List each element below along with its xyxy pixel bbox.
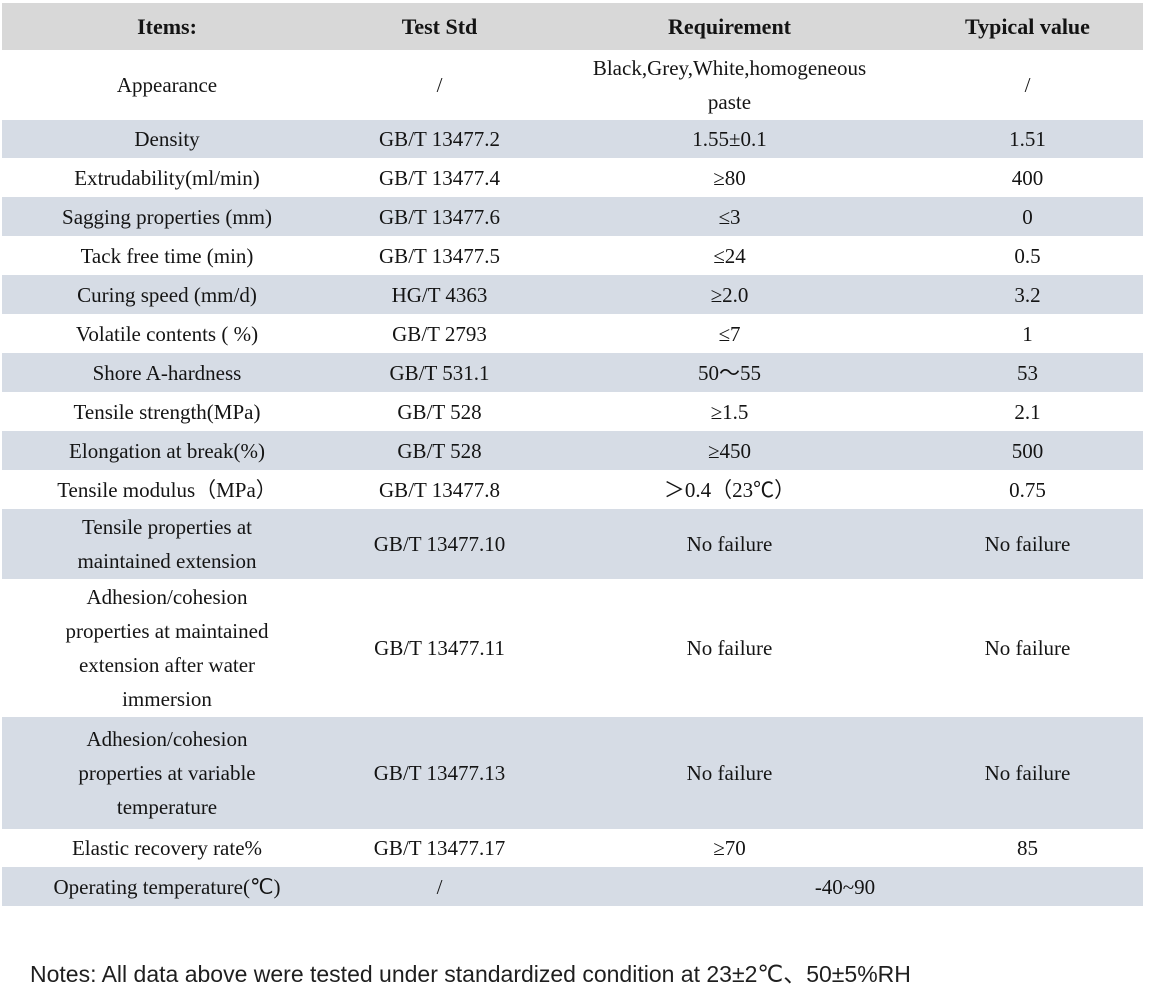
cell-typical-value: 1	[1022, 321, 1033, 346]
column-header-requirement: Requirement	[547, 3, 912, 50]
cell-typical-value: /	[1024, 73, 1031, 97]
cell-item: Elastic recovery rate%	[71, 836, 263, 860]
cell-test-std: GB/T 13477.6	[379, 204, 500, 229]
cell-item: Extrudability(ml/min)	[74, 165, 260, 190]
cell-typical-value: No failure	[984, 761, 1071, 785]
cell-item: Appearance	[116, 73, 218, 97]
cell-typical-value: No failure	[984, 532, 1071, 556]
notes-text: Notes: All data above were tested under …	[30, 961, 911, 987]
cell-test-std: GB/T 13477.4	[379, 165, 500, 190]
cell-item: Operating temperature(℃)	[53, 874, 281, 899]
cell-item: Tensile modulus（MPa）	[57, 477, 277, 502]
row-tensile-modulus: Tensile modulus（MPa） GB/T 13477.8 ＞0.4（2…	[2, 470, 1143, 509]
cell-test-std: GB/T 13477.8	[379, 477, 500, 502]
row-shore-a-hardness: Shore A-hardness GB/T 531.1 50～55 53	[2, 353, 1143, 392]
cell-item: Tensile properties at maintained extensi…	[77, 515, 257, 573]
cell-item: Sagging properties (mm)	[62, 204, 272, 229]
cell-typical-value: 53	[1017, 360, 1038, 385]
cell-item: Adhesion/cohesion properties at maintain…	[65, 585, 269, 711]
cell-requirement: 1.55±0.1	[692, 127, 767, 151]
column-header-typical-value: Typical value	[912, 3, 1143, 50]
cell-typical-value: 0	[1022, 204, 1033, 229]
cell-test-std: GB/T 13477.17	[373, 836, 506, 860]
cell-requirement: ≥80	[713, 165, 746, 190]
cell-typical-value: 400	[1011, 165, 1044, 190]
cell-typical-value: 85	[1017, 836, 1038, 860]
row-curing-speed: Curing speed (mm/d) HG/T 4363 ≥2.0 3.2	[2, 275, 1143, 314]
cell-typical-value: 3.2	[1014, 282, 1041, 307]
cell-test-std: GB/T 528	[397, 438, 482, 463]
row-operating-temperature: Operating temperature(℃) / -40~90	[2, 867, 1143, 906]
cell-test-std: GB/T 2793	[392, 321, 487, 346]
column-header-items: Items:	[2, 3, 332, 50]
cell-test-std: GB/T 13477.11	[374, 636, 505, 660]
row-density: Density GB/T 13477.2 1.55±0.1 1.51	[2, 120, 1143, 158]
row-tensile-properties-maintained-extension: Tensile properties at maintained extensi…	[2, 509, 1143, 579]
cell-test-std: /	[436, 874, 443, 899]
cell-requirement: ≤7	[718, 321, 741, 346]
cell-requirement: ≥1.5	[710, 399, 749, 424]
cell-test-std: GB/T 528	[397, 399, 482, 424]
cell-requirement-merged: -40~90	[814, 874, 876, 899]
cell-item: Tack free time (min)	[80, 243, 254, 268]
cell-test-std: GB/T 13477.10	[373, 532, 506, 556]
row-elastic-recovery-rate: Elastic recovery rate% GB/T 13477.17 ≥70…	[2, 829, 1143, 867]
cell-test-std: /	[436, 73, 443, 97]
cell-requirement: ≥70	[713, 836, 746, 860]
cell-requirement: No failure	[686, 761, 773, 785]
cell-requirement: ≤3	[718, 204, 741, 229]
row-elongation-at-break: Elongation at break(%) GB/T 528 ≥450 500	[2, 431, 1143, 470]
cell-item: Curing speed (mm/d)	[77, 282, 257, 307]
cell-item: Elongation at break(%)	[69, 438, 265, 463]
cell-item: Adhesion/cohesion properties at variable…	[78, 727, 256, 819]
cell-typical-value: 0.75	[1009, 477, 1046, 502]
cell-typical-value: 0.5	[1014, 243, 1041, 268]
cell-item: Tensile strength(MPa)	[73, 399, 261, 424]
row-tack-free-time: Tack free time (min) GB/T 13477.5 ≤24 0.…	[2, 236, 1143, 275]
cell-requirement: ≥2.0	[710, 282, 749, 307]
cell-typical-value: 500	[1011, 438, 1044, 463]
row-adhesion-cohesion-water-immersion: Adhesion/cohesion properties at maintain…	[2, 579, 1143, 717]
cell-requirement: Black,Grey,White,homogeneous paste	[592, 56, 867, 114]
row-extrudability: Extrudability(ml/min) GB/T 13477.4 ≥80 4…	[2, 158, 1143, 197]
row-tensile-strength: Tensile strength(MPa) GB/T 528 ≥1.5 2.1	[2, 392, 1143, 431]
cell-test-std: GB/T 13477.2	[379, 127, 500, 151]
table-header-row: Items: Test Std Requirement Typical valu…	[2, 3, 1143, 50]
cell-typical-value: 1.51	[1009, 127, 1046, 151]
row-adhesion-cohesion-variable-temperature: Adhesion/cohesion properties at variable…	[2, 717, 1143, 829]
cell-typical-value: No failure	[984, 636, 1071, 660]
cell-test-std: GB/T 531.1	[389, 360, 490, 385]
cell-requirement: No failure	[686, 532, 773, 556]
cell-requirement: No failure	[686, 636, 773, 660]
cell-test-std: GB/T 13477.5	[379, 243, 500, 268]
cell-item: Volatile contents ( %)	[75, 321, 259, 346]
cell-test-std: GB/T 13477.13	[373, 761, 506, 785]
row-sagging-properties: Sagging properties (mm) GB/T 13477.6 ≤3 …	[2, 197, 1143, 236]
cell-typical-value: 2.1	[1014, 399, 1041, 424]
spec-table: Items: Test Std Requirement Typical valu…	[2, 3, 1143, 906]
row-appearance: Appearance / Black,Grey,White,homogeneou…	[2, 50, 1143, 120]
cell-requirement: ≤24	[713, 243, 746, 268]
cell-requirement: ≥450	[707, 438, 752, 463]
cell-test-std: HG/T 4363	[391, 282, 488, 307]
cell-item: Density	[134, 127, 200, 151]
column-header-test-std: Test Std	[332, 3, 547, 50]
row-volatile-contents: Volatile contents ( %) GB/T 2793 ≤7 1	[2, 314, 1143, 353]
cell-item: Shore A-hardness	[92, 360, 242, 385]
cell-requirement: 50～55	[698, 360, 761, 385]
cell-requirement: ＞0.4（23℃）	[663, 477, 796, 502]
